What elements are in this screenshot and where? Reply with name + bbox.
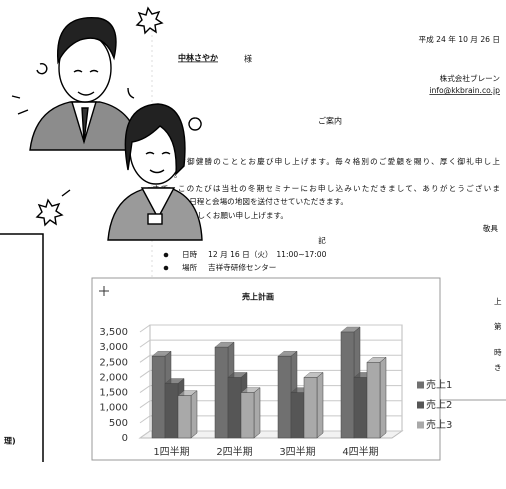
y-tick-label: 2,500 — [99, 357, 128, 368]
bar — [165, 383, 178, 438]
screen: 平成 24 年 10 月 26 日 中林さやか 様 株式会社ブレーン info@… — [0, 0, 506, 489]
chart: 売上計画 0 500 1,000 1,500 2,000 2,500 3,000 3,500 1… — [92, 278, 452, 460]
body-line: さて、このたびは当社の冬期セミナーにお申し込みいただきまして、ありがとうございま — [152, 183, 500, 193]
y-tick-label: 500 — [109, 418, 128, 429]
bar-side — [254, 388, 260, 438]
bar — [341, 332, 354, 438]
fragment: 第 — [494, 321, 502, 331]
bar — [178, 396, 191, 438]
bar-side — [317, 372, 323, 438]
bullet — [164, 266, 169, 271]
y-tick-label: 3,000 — [99, 342, 128, 353]
bar-side — [380, 357, 386, 438]
chart-title: 売上計画 — [242, 292, 274, 302]
bar — [291, 393, 304, 438]
y-tick-label: 1,500 — [99, 388, 128, 399]
y-tick-label: 2,000 — [99, 372, 128, 383]
email: info@kkbrain.co.jp — [429, 86, 500, 95]
heading: ご案内 — [318, 116, 342, 126]
bar — [367, 362, 380, 438]
bar — [304, 377, 317, 438]
note: 記 — [318, 235, 326, 245]
box-text: 理) — [4, 437, 16, 446]
item-label: 場所 — [182, 262, 198, 272]
x-tick-label: 1四半期 — [153, 445, 189, 458]
bar — [228, 377, 241, 438]
bar — [278, 356, 291, 438]
legend-label: 売上2 — [426, 398, 452, 411]
y-tick-label: 1,000 — [99, 403, 128, 414]
honorific: 様 — [244, 54, 252, 64]
bar — [241, 393, 254, 438]
item-value: 12 月 16 日（火） 11:00~17:00 — [208, 250, 327, 259]
legend-swatch — [417, 402, 424, 409]
bar-side — [191, 391, 197, 438]
item-value: 吉祥寺研修センター — [208, 262, 276, 272]
x-tick-label: 3四半期 — [279, 445, 315, 458]
date: 平成 24 年 10 月 26 日 — [419, 34, 500, 44]
legend-swatch — [417, 422, 424, 429]
legend-label: 売上3 — [426, 418, 452, 431]
bullet — [164, 253, 169, 258]
recipient: 中林さやか — [178, 53, 218, 63]
company: 株式会社ブレーン — [440, 73, 500, 83]
fragment: 時 — [494, 348, 502, 357]
y-tick-label: 0 — [122, 433, 128, 444]
bar — [215, 347, 228, 438]
bar — [152, 356, 165, 438]
x-tick-label: 2四半期 — [216, 445, 252, 458]
legend-swatch — [417, 382, 424, 389]
legend-label: 売上1 — [426, 378, 452, 391]
bar — [354, 377, 367, 438]
body-line: ますます御健勝のこととお慶び申し上げます。毎々格別のご愛顧を賜り、厚く御礼申し上 — [152, 156, 500, 166]
x-tick-label: 4四半期 — [342, 445, 378, 458]
closing: 敬具 — [483, 223, 499, 233]
fragment: 上 — [494, 297, 502, 306]
fragment: き — [494, 363, 502, 372]
y-tick-label: 3,500 — [99, 327, 128, 338]
item-label: 日時 — [182, 250, 198, 259]
badge — [148, 214, 162, 224]
